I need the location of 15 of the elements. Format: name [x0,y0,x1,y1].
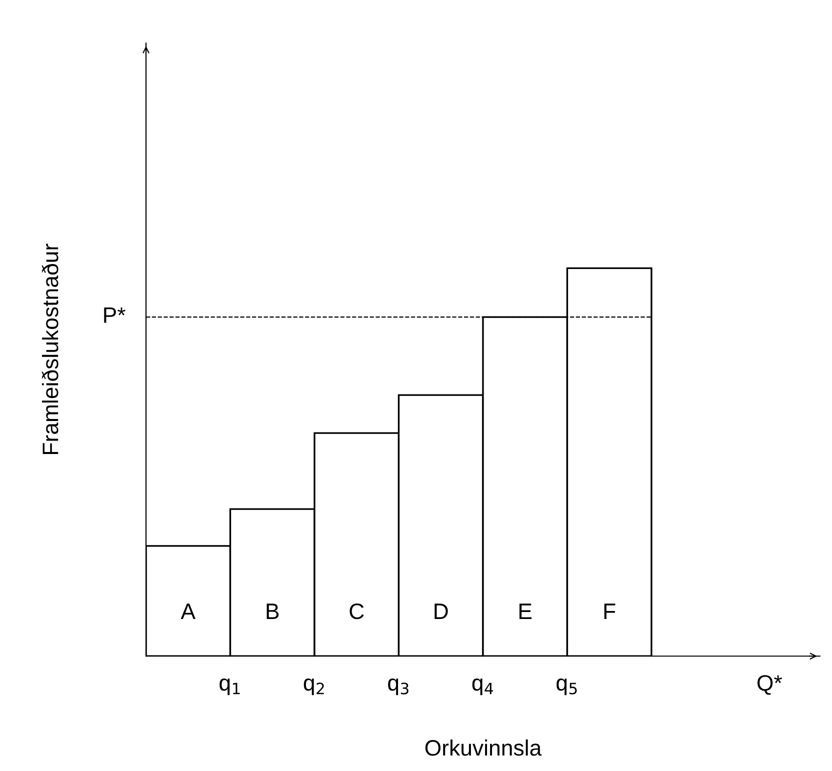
ref-line-label: P* [104,308,126,323]
text: q$_{4}$ [472,678,494,696]
x-tick-label: E [520,604,532,619]
x-tick-label: A [180,604,196,619]
text: q$_{1}$ [220,678,240,696]
x-tick-label: F [604,604,616,619]
x-tick-label: B [266,604,279,619]
text: q$_{3}$ [388,678,408,696]
text: Q* [757,675,782,695]
x-tick-label: D [434,604,448,619]
x-axis-title: Orkuvinnsla [425,739,542,756]
text: q$_{5}$ [556,678,577,696]
text: q$_{2}$ [304,678,324,696]
y-axis-title: Framleiðslukostnaður [42,244,58,454]
x-tick-label: C [350,603,364,620]
